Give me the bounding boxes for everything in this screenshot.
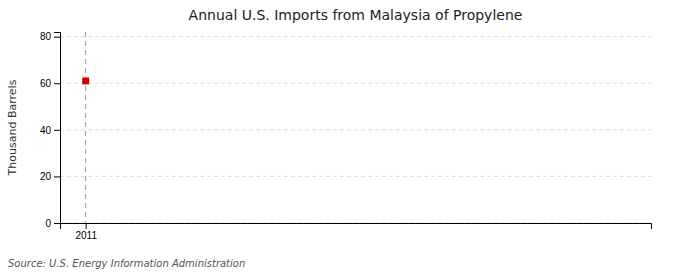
tick-mark <box>54 130 60 131</box>
tick-label: 60 <box>40 78 52 89</box>
tick-label: 40 <box>40 125 52 136</box>
data-point <box>82 77 89 84</box>
plot-area: 2011 0 20 40 60 80 <box>40 31 652 241</box>
title: Annual U.S. Imports from Malaysia of Pro… <box>189 7 523 23</box>
tick-mark <box>54 37 60 38</box>
tick: 60 <box>40 78 60 89</box>
x-axis: 2011 <box>61 223 652 241</box>
y-grid <box>60 37 651 223</box>
marks <box>82 32 89 223</box>
chart-svg: 2011 0 20 40 60 80 Annual U.S. Imports from Ma… <box>0 0 675 275</box>
tick: 20 <box>40 171 60 182</box>
chart-container: 2011 0 20 40 60 80 Annual U.S. Imports from Ma… <box>0 0 675 275</box>
tick-mark <box>86 223 87 229</box>
axis-line <box>61 224 652 230</box>
tick: 0 <box>45 218 60 229</box>
tick-label: 0 <box>45 218 51 229</box>
tick-mark <box>54 176 60 177</box>
tick: 80 <box>40 31 60 42</box>
source: Source: U.S. Energy Information Administ… <box>8 258 245 269</box>
tick-mark <box>54 83 60 84</box>
y-axis-label: Thousand Barrels <box>6 79 19 176</box>
tick-mark <box>54 223 60 224</box>
reference-line <box>85 32 86 223</box>
grid-line <box>60 129 651 130</box>
tick-label: 2011 <box>75 230 97 241</box>
axis-line <box>54 33 61 224</box>
tick: 40 <box>40 125 60 136</box>
tick-label: 20 <box>40 171 52 182</box>
grid-line <box>60 36 651 37</box>
tick-label: 80 <box>40 31 52 42</box>
tick: 2011 <box>75 223 97 241</box>
grid-line <box>60 83 651 84</box>
y-axis: 0 20 40 60 80 <box>40 31 61 228</box>
grid-line <box>60 176 651 177</box>
